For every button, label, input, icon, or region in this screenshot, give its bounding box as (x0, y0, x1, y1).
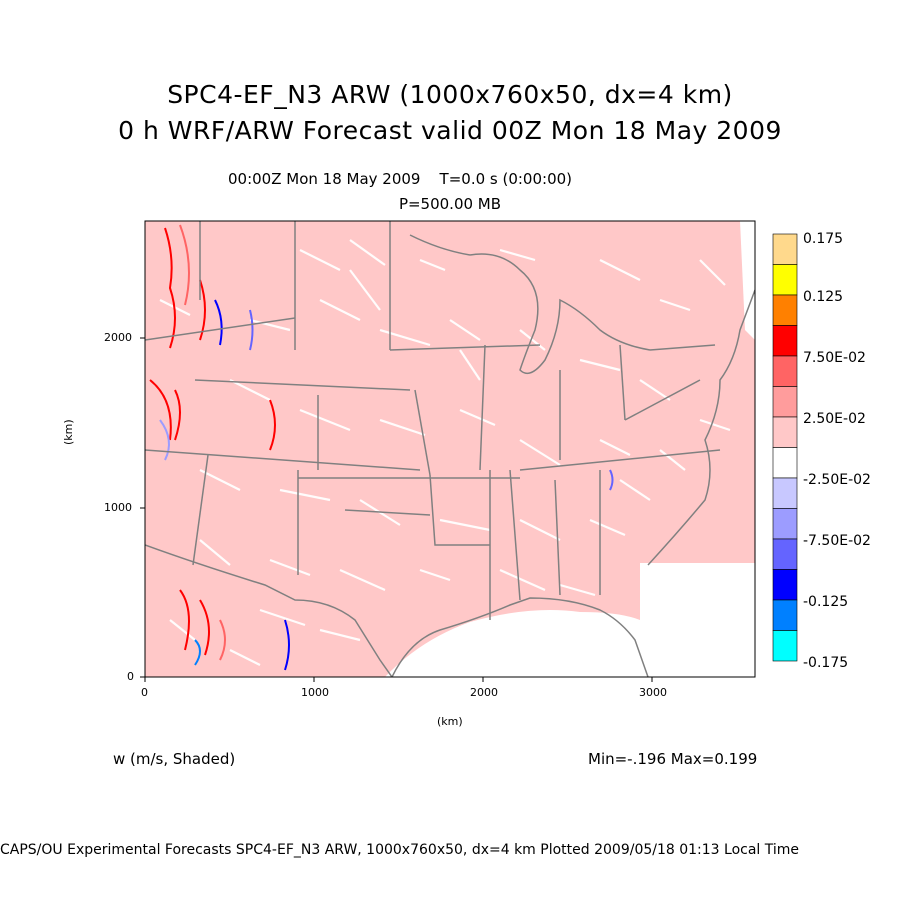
colorbar-swatch (772, 447, 798, 479)
plot-subtitle-time: 00:00Z Mon 18 May 2009 T=0.0 s (0:00:00) (228, 170, 573, 188)
colorbar-label: -0.125 (803, 594, 849, 610)
map-field (145, 221, 755, 677)
colorbar-label: 0.125 (803, 289, 844, 305)
colorbar-swatch (772, 294, 798, 326)
colorbar-label: -2.50E-02 (803, 472, 871, 488)
colorbar-swatch (772, 477, 798, 509)
colorbar-swatch (772, 233, 798, 265)
y-tick-label: 0 (127, 670, 134, 683)
x-tick-label: 2000 (470, 686, 498, 699)
plot-subtitle-level: P=500.00 MB (398, 195, 502, 213)
colorbar-swatch (772, 599, 798, 631)
footer-credit: CAPS/OU Experimental Forecasts SPC4-EF_N… (0, 842, 800, 858)
x-tick-label: 3000 (639, 686, 667, 699)
y-tick-label: 1000 (104, 501, 132, 514)
colorbar-swatch (772, 355, 798, 387)
y-tick-label: 2000 (104, 331, 132, 344)
colorbar-label: 0.175 (803, 231, 844, 247)
axis-ticks (140, 337, 653, 682)
colorbar-swatch (772, 538, 798, 570)
colorbar-swatch (772, 325, 798, 357)
map-boundaries (145, 221, 755, 677)
colorbar-swatch (772, 386, 798, 418)
plot-frame (144, 220, 756, 678)
colorbar-label: -0.175 (803, 655, 849, 671)
colorbar (772, 233, 798, 662)
y-axis-label: (km) (62, 419, 75, 445)
colorbar-swatch (772, 569, 798, 601)
x-axis-label: (km) (437, 715, 463, 728)
colorbar-label: 7.50E-02 (803, 350, 866, 366)
x-tick-label: 0 (141, 686, 148, 699)
colorbar-swatch (772, 508, 798, 540)
plot-title-line2: 0 h WRF/ARW Forecast valid 00Z Mon 18 Ma… (118, 116, 782, 145)
x-tick-label: 1000 (301, 686, 329, 699)
colorbar-swatch (772, 264, 798, 296)
colorbar-label: 2.50E-02 (803, 411, 866, 427)
min-max-label: Min=-.196 Max=0.199 (588, 750, 758, 768)
variable-label: w (m/s, Shaded) (113, 750, 236, 768)
plot-title-line1: SPC4-EF_N3 ARW (1000x760x50, dx=4 km) (167, 80, 733, 109)
colorbar-swatch (772, 630, 798, 662)
colorbar-label: -7.50E-02 (803, 533, 871, 549)
colorbar-swatch (772, 416, 798, 448)
